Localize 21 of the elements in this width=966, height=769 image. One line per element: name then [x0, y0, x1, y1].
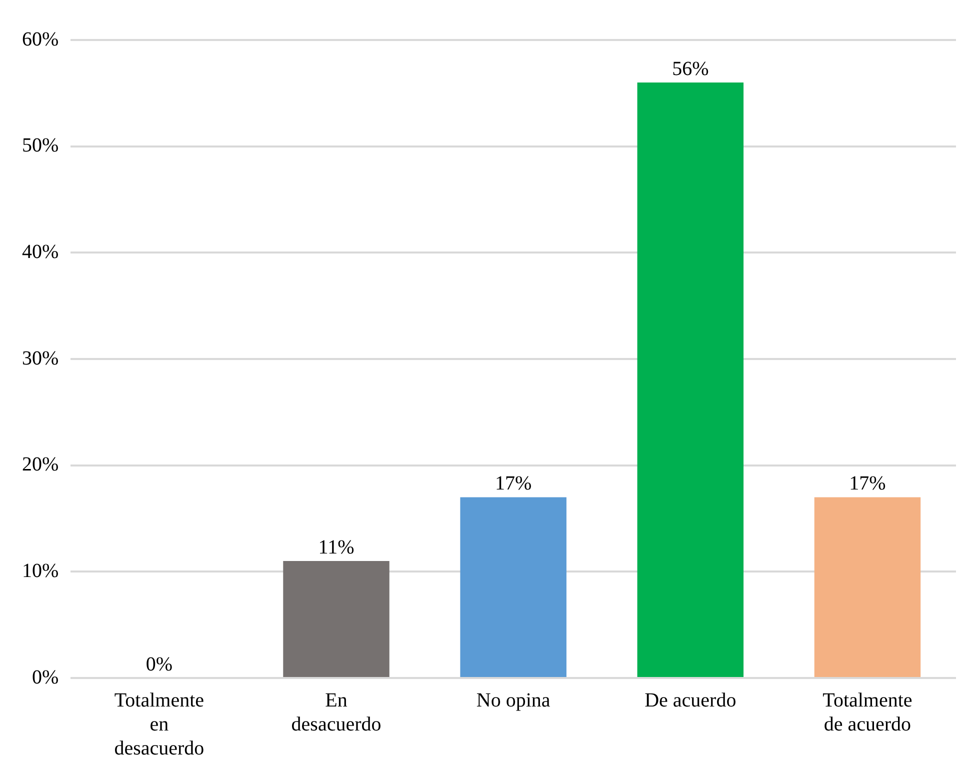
bar: [814, 497, 921, 677]
x-tick-label: No opina: [476, 689, 550, 712]
y-tick-label: 20%: [22, 454, 59, 476]
x-tick-label: De acuerdo: [644, 689, 736, 712]
bar: [637, 82, 744, 677]
data-label: 11%: [318, 536, 354, 558]
y-tick-label: 60%: [22, 28, 59, 50]
y-tick-label: 40%: [22, 240, 59, 263]
y-tick-label: 10%: [22, 560, 59, 582]
x-tick-label: En desacuerdo: [291, 689, 382, 736]
data-label: 17%: [849, 472, 886, 494]
y-tick-label: 50%: [22, 134, 59, 157]
y-tick-label: 30%: [22, 347, 59, 370]
x-tick-label: Totalmente de acuerdo: [822, 689, 912, 736]
data-label: 56%: [672, 58, 709, 80]
y-tick-label: 0%: [32, 666, 59, 688]
data-label: 0%: [146, 653, 173, 676]
bar: [460, 497, 566, 677]
x-tick-label: Totalmente en desacuerdo: [114, 689, 204, 760]
bar: [283, 561, 390, 677]
data-label: 17%: [494, 472, 532, 494]
